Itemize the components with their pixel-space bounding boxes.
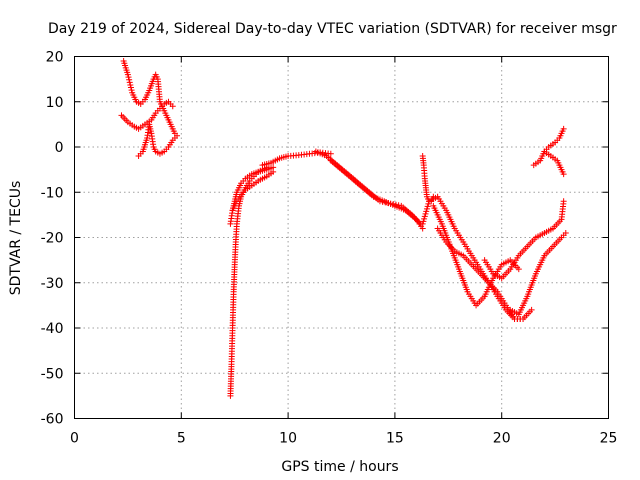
- grid-layer: [74, 56, 609, 419]
- data-point: [169, 103, 176, 110]
- x-tick-label: 25: [600, 431, 618, 447]
- data-point: [128, 87, 135, 94]
- data-point: [515, 266, 522, 273]
- data-point: [423, 208, 430, 215]
- series-arc-early-lower: [135, 121, 181, 160]
- x-tick-label: 20: [493, 431, 511, 447]
- x-axis-label: GPS time / hours: [281, 459, 398, 475]
- data-point: [127, 81, 134, 88]
- data-point: [327, 150, 334, 157]
- data-point: [424, 203, 431, 210]
- chart-title: Day 219 of 2024, Sidereal Day-to-day VTE…: [48, 21, 617, 37]
- x-tick-label: 15: [386, 431, 404, 447]
- y-tick-label: -20: [41, 231, 64, 247]
- series-arc-early-upper: [120, 58, 178, 137]
- series-arc-late-g: [541, 148, 567, 178]
- data-point: [560, 198, 567, 205]
- series-arc-decline-b: [327, 157, 426, 232]
- data-layer: [118, 58, 569, 399]
- y-tick-label: 10: [46, 95, 64, 111]
- series-arc-rise-low: [229, 168, 277, 214]
- y-tick-label: -60: [41, 412, 64, 428]
- x-tick-label: 10: [279, 431, 297, 447]
- y-tick-label: -10: [41, 185, 64, 201]
- data-point: [174, 132, 181, 139]
- data-point: [126, 76, 133, 83]
- x-tick-label: 5: [177, 431, 186, 447]
- y-tick-label: 20: [46, 50, 64, 66]
- data-point: [421, 213, 428, 220]
- x-tick-label: 0: [70, 431, 79, 447]
- y-axis-label: SDTVAR / TECUs: [8, 181, 24, 296]
- tick-layer: 0 5 10 15 20 25 -60 -50 -40 -30 -20 -10 0 10 20: [41, 50, 618, 447]
- series-arc-late-d: [481, 198, 567, 282]
- y-tick-label: -40: [41, 321, 64, 337]
- data-point: [419, 220, 426, 227]
- data-point: [560, 125, 567, 132]
- data-point: [528, 306, 535, 313]
- data-point: [420, 218, 427, 225]
- y-tick-label: -30: [41, 276, 64, 292]
- series-arc-late-b: [430, 202, 522, 309]
- y-tick-label: 0: [55, 140, 64, 156]
- data-point: [124, 71, 131, 78]
- series-arc-late-f: [530, 125, 567, 169]
- data-point: [421, 215, 428, 222]
- data-point: [560, 171, 567, 178]
- data-point: [422, 210, 429, 217]
- data-point: [423, 205, 430, 212]
- data-point: [425, 200, 432, 207]
- data-point: [126, 79, 133, 86]
- series-arc-late-e: [507, 229, 569, 318]
- data-point: [270, 168, 277, 175]
- data-point: [125, 74, 132, 81]
- data-point: [562, 229, 569, 236]
- series-arc-early-middle: [118, 98, 176, 132]
- y-tick-label: -50: [41, 366, 64, 382]
- data-point: [127, 84, 134, 91]
